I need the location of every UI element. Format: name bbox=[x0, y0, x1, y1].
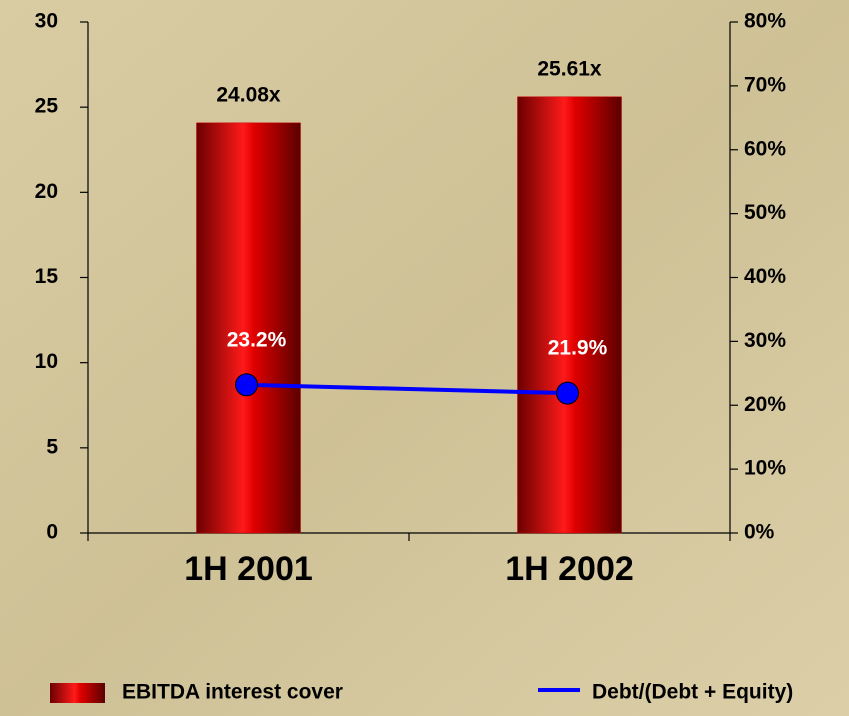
bar bbox=[517, 96, 622, 534]
bar bbox=[196, 122, 301, 534]
y2-tick-label: 70% bbox=[744, 73, 786, 96]
line bbox=[246, 382, 568, 396]
y2-tick-label: 40% bbox=[744, 265, 786, 288]
y2-tick-label: 0% bbox=[744, 521, 775, 544]
y-tick-label: 30 bbox=[35, 10, 58, 33]
y2-tick-label: 50% bbox=[744, 201, 786, 224]
x-tick-label: 1H 2002 bbox=[505, 550, 634, 588]
y-tick-label: 20 bbox=[35, 180, 58, 203]
legend-swatch bbox=[50, 683, 105, 703]
bar-value-label: 24.08x bbox=[216, 83, 281, 106]
x-tick-label: 1H 2001 bbox=[184, 550, 313, 588]
y-tick-label: 15 bbox=[35, 265, 59, 288]
y-tick-label: 10 bbox=[35, 350, 58, 373]
y-tick-label: 5 bbox=[46, 435, 58, 458]
legend-label: Debt/(Debt + Equity) bbox=[592, 681, 793, 704]
line-marker bbox=[556, 381, 579, 405]
line-value-label: 23.2% bbox=[227, 328, 287, 351]
y2-tick-label: 80% bbox=[744, 10, 786, 33]
line-value-label: 21.9% bbox=[548, 337, 608, 360]
y2-tick-label: 60% bbox=[744, 137, 786, 160]
y2-tick-label: 10% bbox=[744, 457, 786, 480]
line-marker bbox=[235, 373, 258, 397]
y-tick-label: 0 bbox=[46, 521, 58, 544]
y-tick-label: 25 bbox=[35, 95, 59, 118]
y2-tick-label: 20% bbox=[744, 393, 786, 416]
y2-tick-label: 30% bbox=[744, 329, 786, 352]
legend-label: EBITDA interest cover bbox=[122, 681, 343, 704]
bar-value-label: 25.61x bbox=[537, 57, 602, 80]
